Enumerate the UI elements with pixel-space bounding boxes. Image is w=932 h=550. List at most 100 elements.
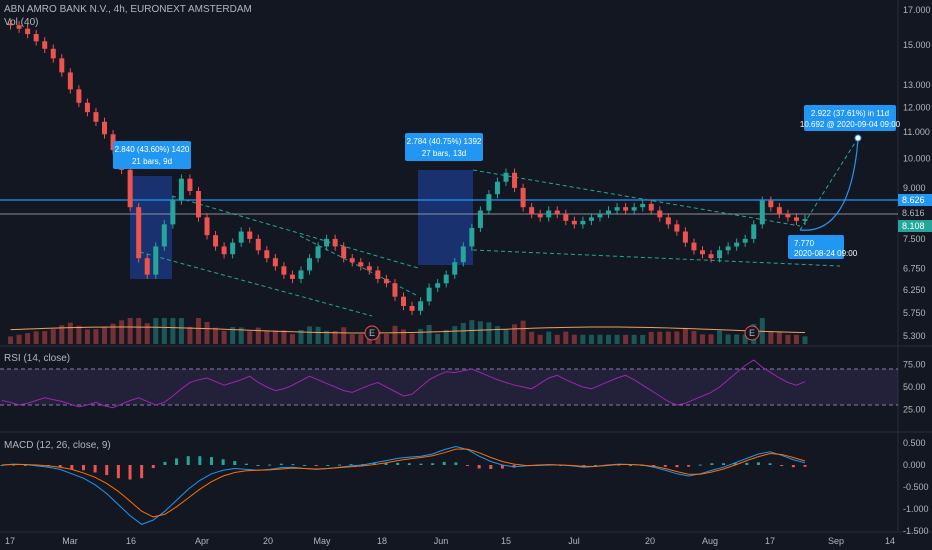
candle-body (341, 246, 347, 259)
volume-bar (546, 331, 552, 344)
macd-signal-line (1, 448, 806, 518)
volume-bar (230, 327, 236, 344)
candle-body (127, 169, 133, 208)
price-tick-label: 12.000 (903, 102, 931, 112)
macd-hist-bar (675, 465, 679, 468)
macd-hist-bar (58, 465, 62, 468)
candle-body (324, 238, 330, 247)
macd-hist-bar (163, 461, 167, 465)
price-tick-label: 13.000 (903, 80, 931, 90)
measure-label-2[interactable]: 2.784 (40.75%) 1392 27 bars, 13d (405, 133, 483, 161)
macd-hist-bar (233, 461, 237, 465)
candle-body (418, 301, 424, 311)
macd-hist-bar (652, 465, 656, 466)
candle-body (349, 258, 355, 263)
macd-hist-bar (384, 462, 388, 465)
volume-bar (289, 334, 295, 344)
candle-body (606, 210, 612, 214)
volume-bar (571, 334, 577, 344)
time-tick-label: Sep (828, 536, 844, 546)
volume-bar (717, 330, 723, 344)
time-tick-label: 20 (263, 536, 273, 546)
volume-bar (307, 326, 313, 344)
macd-hist-bar (733, 462, 737, 465)
macd-hist-bar (140, 465, 144, 479)
macd-hist-bar (244, 463, 248, 465)
candle-body (8, 23, 14, 26)
volume-bar (50, 329, 56, 344)
earnings-marker-1[interactable]: E (364, 325, 380, 341)
macd-tick-label: 0.000 (903, 460, 926, 470)
price-tick-label: 7.500 (903, 234, 926, 244)
volume-bar (435, 333, 441, 344)
candle-body (401, 296, 406, 307)
candle-body (443, 274, 449, 284)
macd-hist-bar (466, 465, 470, 466)
grid (0, 0, 932, 533)
candle-body (759, 200, 765, 225)
time-tick-label: 18 (377, 536, 387, 546)
macd-hist-bar (279, 463, 283, 465)
time-tick-label: 17 (765, 536, 775, 546)
volume-bar (33, 331, 39, 344)
price-tick-label: 15.000 (903, 40, 931, 50)
volume-bar (76, 325, 82, 344)
volume-bar (161, 318, 167, 344)
volume-bar (110, 323, 116, 344)
volume-bar (426, 325, 432, 344)
volume-bar (452, 326, 458, 344)
macd-hist-bar (105, 465, 109, 476)
volume-bar (178, 318, 184, 344)
candle-body (102, 121, 108, 135)
macd-line (1, 446, 806, 525)
volume-bar (16, 334, 22, 344)
volume-bar (298, 330, 304, 344)
candle-body (452, 262, 458, 275)
volume-bar (486, 322, 492, 344)
macd-hist-bar (477, 465, 481, 469)
volume-bar (469, 320, 475, 344)
macd-hist-bar (489, 465, 493, 469)
projection-label[interactable]: 2.922 (37.61%) in 11d 10.692 @ 2020-09-0… (800, 105, 901, 131)
volume-bar (315, 326, 321, 344)
price-tick-label: 6.750 (903, 263, 926, 273)
volume-bar (136, 318, 142, 344)
earnings-marker-2[interactable]: E (744, 325, 760, 341)
time-tick-label: Mar (62, 536, 78, 546)
candle-body (307, 258, 313, 271)
low-price-label[interactable]: 7.770 2020-08-24 09:00 (788, 235, 858, 259)
svg-text:8.626: 8.626 (902, 195, 925, 205)
macd-hist-bar (419, 463, 423, 465)
projection-end-point (854, 134, 862, 142)
macd-hist-bar (803, 465, 807, 467)
price-tick-label: 5.300 (903, 331, 926, 341)
volume-bar (588, 334, 594, 344)
candle-body (614, 207, 620, 211)
time-axis[interactable]: 17 Mar 16 Apr 20 May 18 Jun 15 Jul 20 Aug 17 Sep 14 (5, 536, 895, 546)
time-tick-label: Apr (195, 536, 209, 546)
volume-bar (776, 331, 782, 344)
measure-label-1[interactable]: 2.840 (43.60%) 1420 21 bars, 9d (113, 141, 191, 169)
macd-hist-bar (431, 463, 435, 465)
macd-hist-bar (116, 465, 120, 479)
trend-lines[interactable] (139, 137, 859, 317)
volume-bar (221, 330, 227, 344)
volume-bar (597, 334, 603, 344)
volume-bar (802, 336, 808, 344)
volume-bar (614, 334, 620, 344)
macd-hist-bar (268, 464, 272, 466)
macd-hist-bar (303, 465, 307, 466)
volume-bar (59, 325, 65, 344)
candle-body (554, 210, 560, 214)
candle-body (161, 224, 167, 247)
candle-body (281, 266, 287, 275)
candle-body (264, 250, 270, 259)
candle-body (776, 207, 782, 214)
candle-body (170, 200, 176, 225)
svg-text:E: E (749, 328, 755, 338)
volume-bar (409, 333, 415, 344)
price-axis[interactable]: 17.000 15.000 13.000 12.000 11.000 10.000 9.00… (903, 5, 931, 341)
candle-body (571, 220, 577, 225)
volume-bar (520, 320, 526, 344)
